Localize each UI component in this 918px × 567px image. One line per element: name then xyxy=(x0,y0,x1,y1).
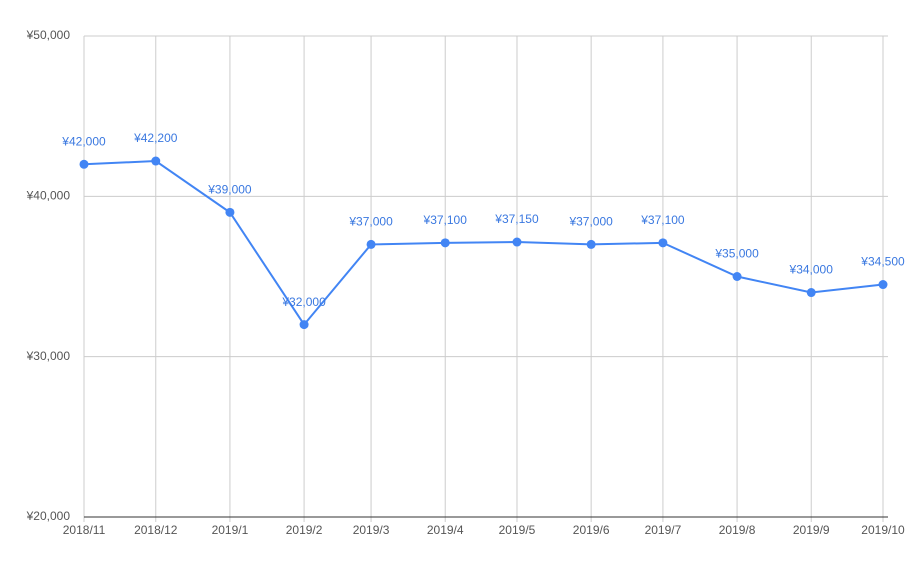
data-point xyxy=(366,239,376,249)
y-tick-label: ¥40,000 xyxy=(26,189,71,203)
data-point xyxy=(151,156,161,166)
x-tick-label: 2019/2 xyxy=(286,523,323,537)
data-point xyxy=(586,239,596,249)
data-point xyxy=(878,280,888,290)
series-line xyxy=(83,160,884,327)
data-point xyxy=(512,237,522,247)
x-tick-label: 2019/3 xyxy=(353,523,390,537)
data-point xyxy=(806,288,816,298)
data-point xyxy=(79,159,89,169)
data-label: ¥34,500 xyxy=(860,255,905,269)
x-tick-label: 2018/11 xyxy=(63,523,106,537)
y-tick-label: ¥30,000 xyxy=(26,349,71,363)
data-label: ¥34,000 xyxy=(789,263,834,277)
x-tick-label: 2019/9 xyxy=(793,523,830,537)
x-tick-label: 2019/8 xyxy=(719,523,756,537)
x-tick-label: 2019/4 xyxy=(427,523,464,537)
x-tick-label: 2018/12 xyxy=(134,523,178,537)
data-label: ¥37,000 xyxy=(348,215,393,229)
x-tick-label: 2019/1 xyxy=(212,523,249,537)
data-label: ¥37,100 xyxy=(640,213,685,227)
x-tick-label: 2019/5 xyxy=(499,523,536,537)
data-point xyxy=(225,207,235,217)
data-label: ¥35,000 xyxy=(714,247,759,261)
data-point xyxy=(658,238,668,248)
data-label: ¥39,000 xyxy=(207,183,252,197)
y-tick-label: ¥20,000 xyxy=(26,509,71,523)
y-tick-label: ¥50,000 xyxy=(26,28,71,42)
data-label: ¥37,150 xyxy=(494,212,539,226)
data-point xyxy=(440,238,450,248)
x-tick-label: 2019/10 xyxy=(861,523,905,537)
data-label: ¥42,000 xyxy=(61,134,106,148)
x-tick-label: 2019/7 xyxy=(645,523,682,537)
data-label: ¥42,200 xyxy=(133,131,178,145)
data-point xyxy=(299,320,309,330)
x-tick-label: 2019/6 xyxy=(573,523,610,537)
data-label: ¥37,000 xyxy=(568,215,613,229)
data-label: ¥32,000 xyxy=(281,295,326,309)
data-point xyxy=(732,272,742,281)
data-label: ¥37,100 xyxy=(423,213,468,227)
